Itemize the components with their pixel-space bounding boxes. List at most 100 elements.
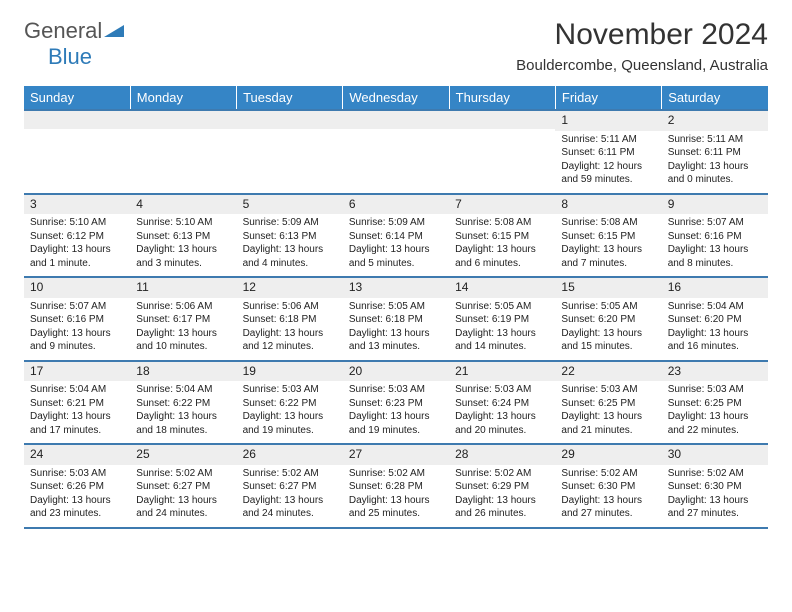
day-line: and 15 minutes. xyxy=(561,340,655,354)
day-line: Daylight: 13 hours xyxy=(349,410,443,424)
day-line: Sunset: 6:27 PM xyxy=(136,480,230,494)
day-line: and 27 minutes. xyxy=(561,507,655,521)
day-number: 18 xyxy=(130,362,236,382)
day-content: Sunrise: 5:03 AMSunset: 6:24 PMDaylight:… xyxy=(449,381,555,443)
day-line: Sunrise: 5:05 AM xyxy=(349,300,443,314)
day-line: Sunset: 6:28 PM xyxy=(349,480,443,494)
day-line: Sunrise: 5:02 AM xyxy=(349,467,443,481)
day-line: and 21 minutes. xyxy=(561,424,655,438)
day-line: Sunrise: 5:04 AM xyxy=(136,383,230,397)
dow-wednesday: Wednesday xyxy=(343,86,449,110)
day-line: Sunrise: 5:10 AM xyxy=(30,216,124,230)
day-cell: 16Sunrise: 5:04 AMSunset: 6:20 PMDayligh… xyxy=(662,277,768,361)
day-content: Sunrise: 5:04 AMSunset: 6:20 PMDaylight:… xyxy=(662,298,768,360)
day-line: Sunrise: 5:04 AM xyxy=(668,300,762,314)
week-row: 3Sunrise: 5:10 AMSunset: 6:12 PMDaylight… xyxy=(24,194,768,278)
day-number xyxy=(449,111,555,129)
day-content: Sunrise: 5:02 AMSunset: 6:30 PMDaylight:… xyxy=(555,465,661,527)
day-cell: 21Sunrise: 5:03 AMSunset: 6:24 PMDayligh… xyxy=(449,361,555,445)
day-number: 3 xyxy=(24,195,130,215)
location: Bouldercombe, Queensland, Australia xyxy=(516,57,768,74)
day-line: Sunset: 6:27 PM xyxy=(243,480,337,494)
day-cell: 13Sunrise: 5:05 AMSunset: 6:18 PMDayligh… xyxy=(343,277,449,361)
calendar-body: 1Sunrise: 5:11 AMSunset: 6:11 PMDaylight… xyxy=(24,110,768,528)
day-number: 19 xyxy=(237,362,343,382)
day-cell: 28Sunrise: 5:02 AMSunset: 6:29 PMDayligh… xyxy=(449,444,555,528)
day-content: Sunrise: 5:07 AMSunset: 6:16 PMDaylight:… xyxy=(24,298,130,360)
day-content: Sunrise: 5:04 AMSunset: 6:21 PMDaylight:… xyxy=(24,381,130,443)
week-row: 17Sunrise: 5:04 AMSunset: 6:21 PMDayligh… xyxy=(24,361,768,445)
day-line: Daylight: 13 hours xyxy=(455,327,549,341)
day-content xyxy=(130,129,236,137)
day-line: Sunrise: 5:09 AM xyxy=(349,216,443,230)
day-line: Daylight: 13 hours xyxy=(349,494,443,508)
day-line: Daylight: 13 hours xyxy=(668,327,762,341)
day-content: Sunrise: 5:02 AMSunset: 6:27 PMDaylight:… xyxy=(130,465,236,527)
dow-sunday: Sunday xyxy=(24,86,130,110)
day-line: and 12 minutes. xyxy=(243,340,337,354)
day-line: Sunrise: 5:05 AM xyxy=(455,300,549,314)
day-number: 30 xyxy=(662,445,768,465)
day-content: Sunrise: 5:07 AMSunset: 6:16 PMDaylight:… xyxy=(662,214,768,276)
day-line: Sunrise: 5:04 AM xyxy=(30,383,124,397)
day-line: and 7 minutes. xyxy=(561,257,655,271)
day-line: and 17 minutes. xyxy=(30,424,124,438)
day-number: 29 xyxy=(555,445,661,465)
day-line: and 8 minutes. xyxy=(668,257,762,271)
calendar-header-row: Sunday Monday Tuesday Wednesday Thursday… xyxy=(24,86,768,110)
day-content: Sunrise: 5:05 AMSunset: 6:19 PMDaylight:… xyxy=(449,298,555,360)
day-line: Sunset: 6:11 PM xyxy=(668,146,762,160)
day-cell xyxy=(449,110,555,194)
dow-saturday: Saturday xyxy=(662,86,768,110)
day-number: 14 xyxy=(449,278,555,298)
day-number: 24 xyxy=(24,445,130,465)
day-line: and 6 minutes. xyxy=(455,257,549,271)
day-line: Sunset: 6:20 PM xyxy=(561,313,655,327)
logo-general: General xyxy=(24,18,102,43)
day-line: Sunset: 6:29 PM xyxy=(455,480,549,494)
day-line: Daylight: 13 hours xyxy=(561,410,655,424)
dow-friday: Friday xyxy=(555,86,661,110)
day-line: Sunset: 6:21 PM xyxy=(30,397,124,411)
day-line: Sunrise: 5:10 AM xyxy=(136,216,230,230)
day-content: Sunrise: 5:06 AMSunset: 6:17 PMDaylight:… xyxy=(130,298,236,360)
header: General Blue November 2024 Bouldercombe,… xyxy=(24,18,768,74)
day-cell: 12Sunrise: 5:06 AMSunset: 6:18 PMDayligh… xyxy=(237,277,343,361)
day-number: 26 xyxy=(237,445,343,465)
day-cell xyxy=(237,110,343,194)
day-line: Daylight: 13 hours xyxy=(455,243,549,257)
day-cell: 14Sunrise: 5:05 AMSunset: 6:19 PMDayligh… xyxy=(449,277,555,361)
day-cell: 19Sunrise: 5:03 AMSunset: 6:22 PMDayligh… xyxy=(237,361,343,445)
day-number: 27 xyxy=(343,445,449,465)
day-cell: 5Sunrise: 5:09 AMSunset: 6:13 PMDaylight… xyxy=(237,194,343,278)
day-line: Sunrise: 5:02 AM xyxy=(136,467,230,481)
day-line: Daylight: 13 hours xyxy=(136,327,230,341)
logo-text: General Blue xyxy=(24,18,126,70)
day-number: 11 xyxy=(130,278,236,298)
day-line: and 3 minutes. xyxy=(136,257,230,271)
day-line: Daylight: 13 hours xyxy=(668,410,762,424)
day-cell: 4Sunrise: 5:10 AMSunset: 6:13 PMDaylight… xyxy=(130,194,236,278)
day-number: 25 xyxy=(130,445,236,465)
day-line: Sunrise: 5:11 AM xyxy=(668,133,762,147)
day-cell: 23Sunrise: 5:03 AMSunset: 6:25 PMDayligh… xyxy=(662,361,768,445)
day-cell: 1Sunrise: 5:11 AMSunset: 6:11 PMDaylight… xyxy=(555,110,661,194)
calendar-table: Sunday Monday Tuesday Wednesday Thursday… xyxy=(24,86,768,529)
day-number: 2 xyxy=(662,111,768,131)
day-line: Sunrise: 5:03 AM xyxy=(668,383,762,397)
day-line: and 9 minutes. xyxy=(30,340,124,354)
day-line: and 27 minutes. xyxy=(668,507,762,521)
day-cell: 2Sunrise: 5:11 AMSunset: 6:11 PMDaylight… xyxy=(662,110,768,194)
day-line: and 20 minutes. xyxy=(455,424,549,438)
day-cell: 17Sunrise: 5:04 AMSunset: 6:21 PMDayligh… xyxy=(24,361,130,445)
day-line: Daylight: 13 hours xyxy=(349,327,443,341)
day-number xyxy=(24,111,130,129)
day-content: Sunrise: 5:11 AMSunset: 6:11 PMDaylight:… xyxy=(662,131,768,193)
day-line: Sunset: 6:17 PM xyxy=(136,313,230,327)
day-line: and 22 minutes. xyxy=(668,424,762,438)
day-line: and 16 minutes. xyxy=(668,340,762,354)
day-line: Daylight: 13 hours xyxy=(30,243,124,257)
day-line: Sunset: 6:30 PM xyxy=(561,480,655,494)
month-title: November 2024 xyxy=(516,18,768,51)
day-cell: 25Sunrise: 5:02 AMSunset: 6:27 PMDayligh… xyxy=(130,444,236,528)
